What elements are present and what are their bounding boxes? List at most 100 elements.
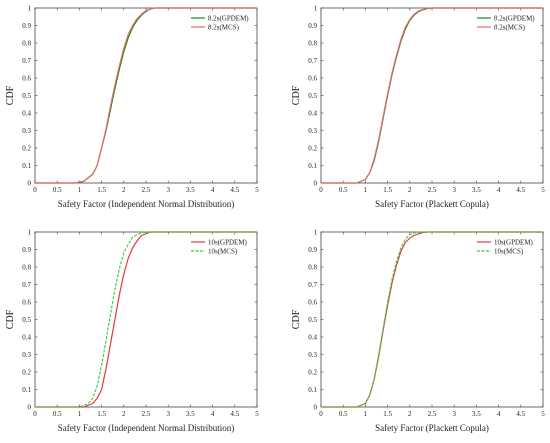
y-tick-label: 0.9 <box>22 22 31 30</box>
x-tick-label: 3.5 <box>186 410 195 418</box>
y-tick-label: 0.3 <box>22 127 31 135</box>
y-tick-label: 0.4 <box>308 334 317 342</box>
legend: 10s(GPDEM)10s(MCS) <box>191 239 248 256</box>
y-tick-label: 0.9 <box>308 22 317 30</box>
x-tick-label: 0.5 <box>339 410 348 418</box>
y-axis-label: CDF <box>5 85 16 105</box>
y-tick-label: 0.1 <box>22 386 31 394</box>
y-tick-label: 0.8 <box>22 264 31 272</box>
y-tick-label: 0.5 <box>22 316 31 324</box>
x-tick-label: 4.5 <box>516 410 525 418</box>
series-line-1 <box>35 231 257 408</box>
x-tick-label: 4 <box>211 410 215 418</box>
y-tick-label: 0.7 <box>308 281 317 289</box>
legend: 10s(GPDEM)10s(MCS) <box>477 239 534 256</box>
x-tick-label: 0 <box>33 410 37 418</box>
y-axis-label: CDF <box>5 309 16 329</box>
x-tick-label: 4.5 <box>230 410 239 418</box>
x-axis-label: Safety Factor (Plackett Copula) <box>375 199 489 209</box>
plot-frame <box>34 7 258 184</box>
y-tick-label: 0 <box>314 404 318 412</box>
x-tick-label: 3.5 <box>472 186 481 194</box>
x-tick-label: 1.5 <box>97 410 106 418</box>
x-tick-label: 4 <box>211 186 215 194</box>
x-tick-label: 3.5 <box>186 186 195 194</box>
x-tick-label: 1.5 <box>383 186 392 194</box>
x-tick-label: 1.5 <box>97 186 106 194</box>
legend-entry: 8.2s(GPDEM) <box>494 15 535 23</box>
legend-entry: 8.2s(MCS) <box>208 24 240 32</box>
y-tick-label: 0 <box>28 404 32 412</box>
x-tick-label: 4 <box>497 410 501 418</box>
y-tick-label: 0.7 <box>308 57 317 65</box>
legend-entry: 10s(GPDEM) <box>208 239 248 247</box>
y-tick-label: 0.5 <box>22 92 31 100</box>
x-tick-label: 3 <box>166 186 170 194</box>
x-tick-label: 3 <box>452 186 456 194</box>
x-tick-label: 5 <box>541 186 545 194</box>
chart-panel-top-left: 0 0.5 1 1.5 2 2.5 3 3.5 4 4.5 5 0 0.1 0.2 0.3 0.4 0.5 0.6… <box>5 5 259 210</box>
x-tick-label: 1.5 <box>383 410 392 418</box>
y-tick-label: 0.8 <box>308 264 317 272</box>
chart-panel-bottom-left: 0 0.5 1 1.5 2 2.5 3 3.5 4 4.5 5 0 0.1 0.2 0.3 0.4 0.5 0.6… <box>5 229 259 434</box>
x-tick-label: 1 <box>364 410 368 418</box>
x-tick-label: 2 <box>408 186 412 194</box>
series-line-2 <box>35 7 257 184</box>
y-tick-label: 0.3 <box>308 351 317 359</box>
y-tick-label: 1 <box>314 5 318 13</box>
x-tick-label: 1 <box>78 410 82 418</box>
y-tick-label: 1 <box>314 229 318 237</box>
y-tick-label: 0.4 <box>22 334 31 342</box>
x-tick-label: 4.5 <box>230 186 239 194</box>
legend: 8.2s(GPDEM)8.2s(MCS) <box>477 15 535 32</box>
x-tick-label: 4 <box>497 186 501 194</box>
y-axis-label: CDF <box>291 85 302 105</box>
x-tick-label: 2.5 <box>142 186 151 194</box>
x-tick-label: 5 <box>255 186 259 194</box>
x-tick-label: 2.5 <box>428 410 437 418</box>
x-tick-label: 5 <box>541 410 545 418</box>
y-tick-label: 1 <box>28 229 32 237</box>
x-tick-label: 2 <box>122 410 126 418</box>
x-tick-label: 3.5 <box>472 410 481 418</box>
y-tick-label: 0.2 <box>308 145 317 153</box>
legend-entry: 10s(MCS) <box>494 248 524 256</box>
legend-entry: 8.2s(MCS) <box>494 24 526 32</box>
y-tick-label: 0.9 <box>308 246 317 254</box>
y-tick-label: 0.6 <box>308 299 317 307</box>
x-tick-label: 0 <box>33 186 37 194</box>
y-tick-label: 0.1 <box>308 386 317 394</box>
y-tick-label: 0.1 <box>22 162 31 170</box>
y-tick-label: 0.2 <box>22 369 31 377</box>
x-tick-label: 0.5 <box>53 410 62 418</box>
y-tick-label: 0.6 <box>22 75 31 83</box>
legend-entry: 8.2s(GPDEM) <box>208 15 249 23</box>
y-tick-label: 0.6 <box>308 75 317 83</box>
y-tick-label: 0.3 <box>22 351 31 359</box>
plot-frame <box>320 231 544 408</box>
x-tick-label: 0 <box>319 186 323 194</box>
x-tick-label: 2.5 <box>428 186 437 194</box>
legend: 8.2s(GPDEM)8.2s(MCS) <box>191 15 249 32</box>
x-tick-label: 2.5 <box>142 410 151 418</box>
chart-panel-top-right: 0 0.5 1 1.5 2 2.5 3 3.5 4 4.5 5 0 0.1 0.2 0.3 0.4 0.5 0.6… <box>291 5 545 210</box>
x-tick-label: 2 <box>122 186 126 194</box>
x-tick-label: 5 <box>255 410 259 418</box>
x-tick-label: 0.5 <box>53 186 62 194</box>
x-axis-label: Safety Factor (Independent Normal Distri… <box>58 199 234 209</box>
y-tick-label: 0 <box>314 180 318 188</box>
legend-entry: 10s(MCS) <box>208 248 238 256</box>
y-tick-label: 0.5 <box>308 92 317 100</box>
x-tick-label: 4.5 <box>516 186 525 194</box>
legend-entry: 10s(GPDEM) <box>494 239 534 247</box>
x-tick-label: 0 <box>319 410 323 418</box>
y-tick-label: 0.8 <box>22 40 31 48</box>
y-tick-label: 0.6 <box>22 299 31 307</box>
x-tick-label: 1 <box>364 186 368 194</box>
x-axis-label: Safety Factor (Independent Normal Distri… <box>58 423 234 433</box>
y-tick-label: 0.2 <box>22 145 31 153</box>
x-tick-label: 1 <box>78 186 82 194</box>
series-line-2 <box>321 7 543 184</box>
series-line-1 <box>321 231 543 408</box>
